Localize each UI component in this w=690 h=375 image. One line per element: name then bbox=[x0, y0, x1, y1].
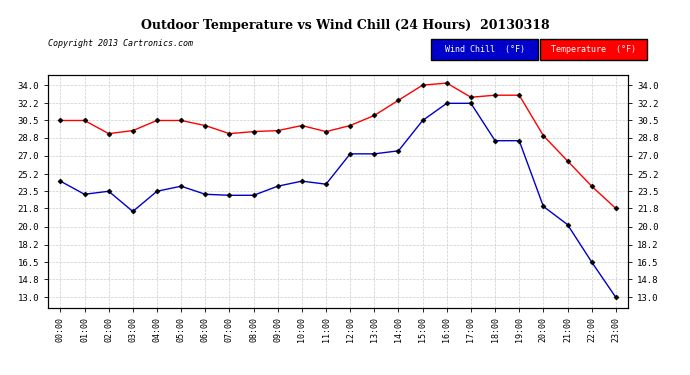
Text: Outdoor Temperature vs Wind Chill (24 Hours)  20130318: Outdoor Temperature vs Wind Chill (24 Ho… bbox=[141, 19, 549, 32]
Text: Wind Chill  (°F): Wind Chill (°F) bbox=[445, 45, 524, 54]
Text: Copyright 2013 Cartronics.com: Copyright 2013 Cartronics.com bbox=[48, 39, 193, 48]
Text: Temperature  (°F): Temperature (°F) bbox=[551, 45, 635, 54]
